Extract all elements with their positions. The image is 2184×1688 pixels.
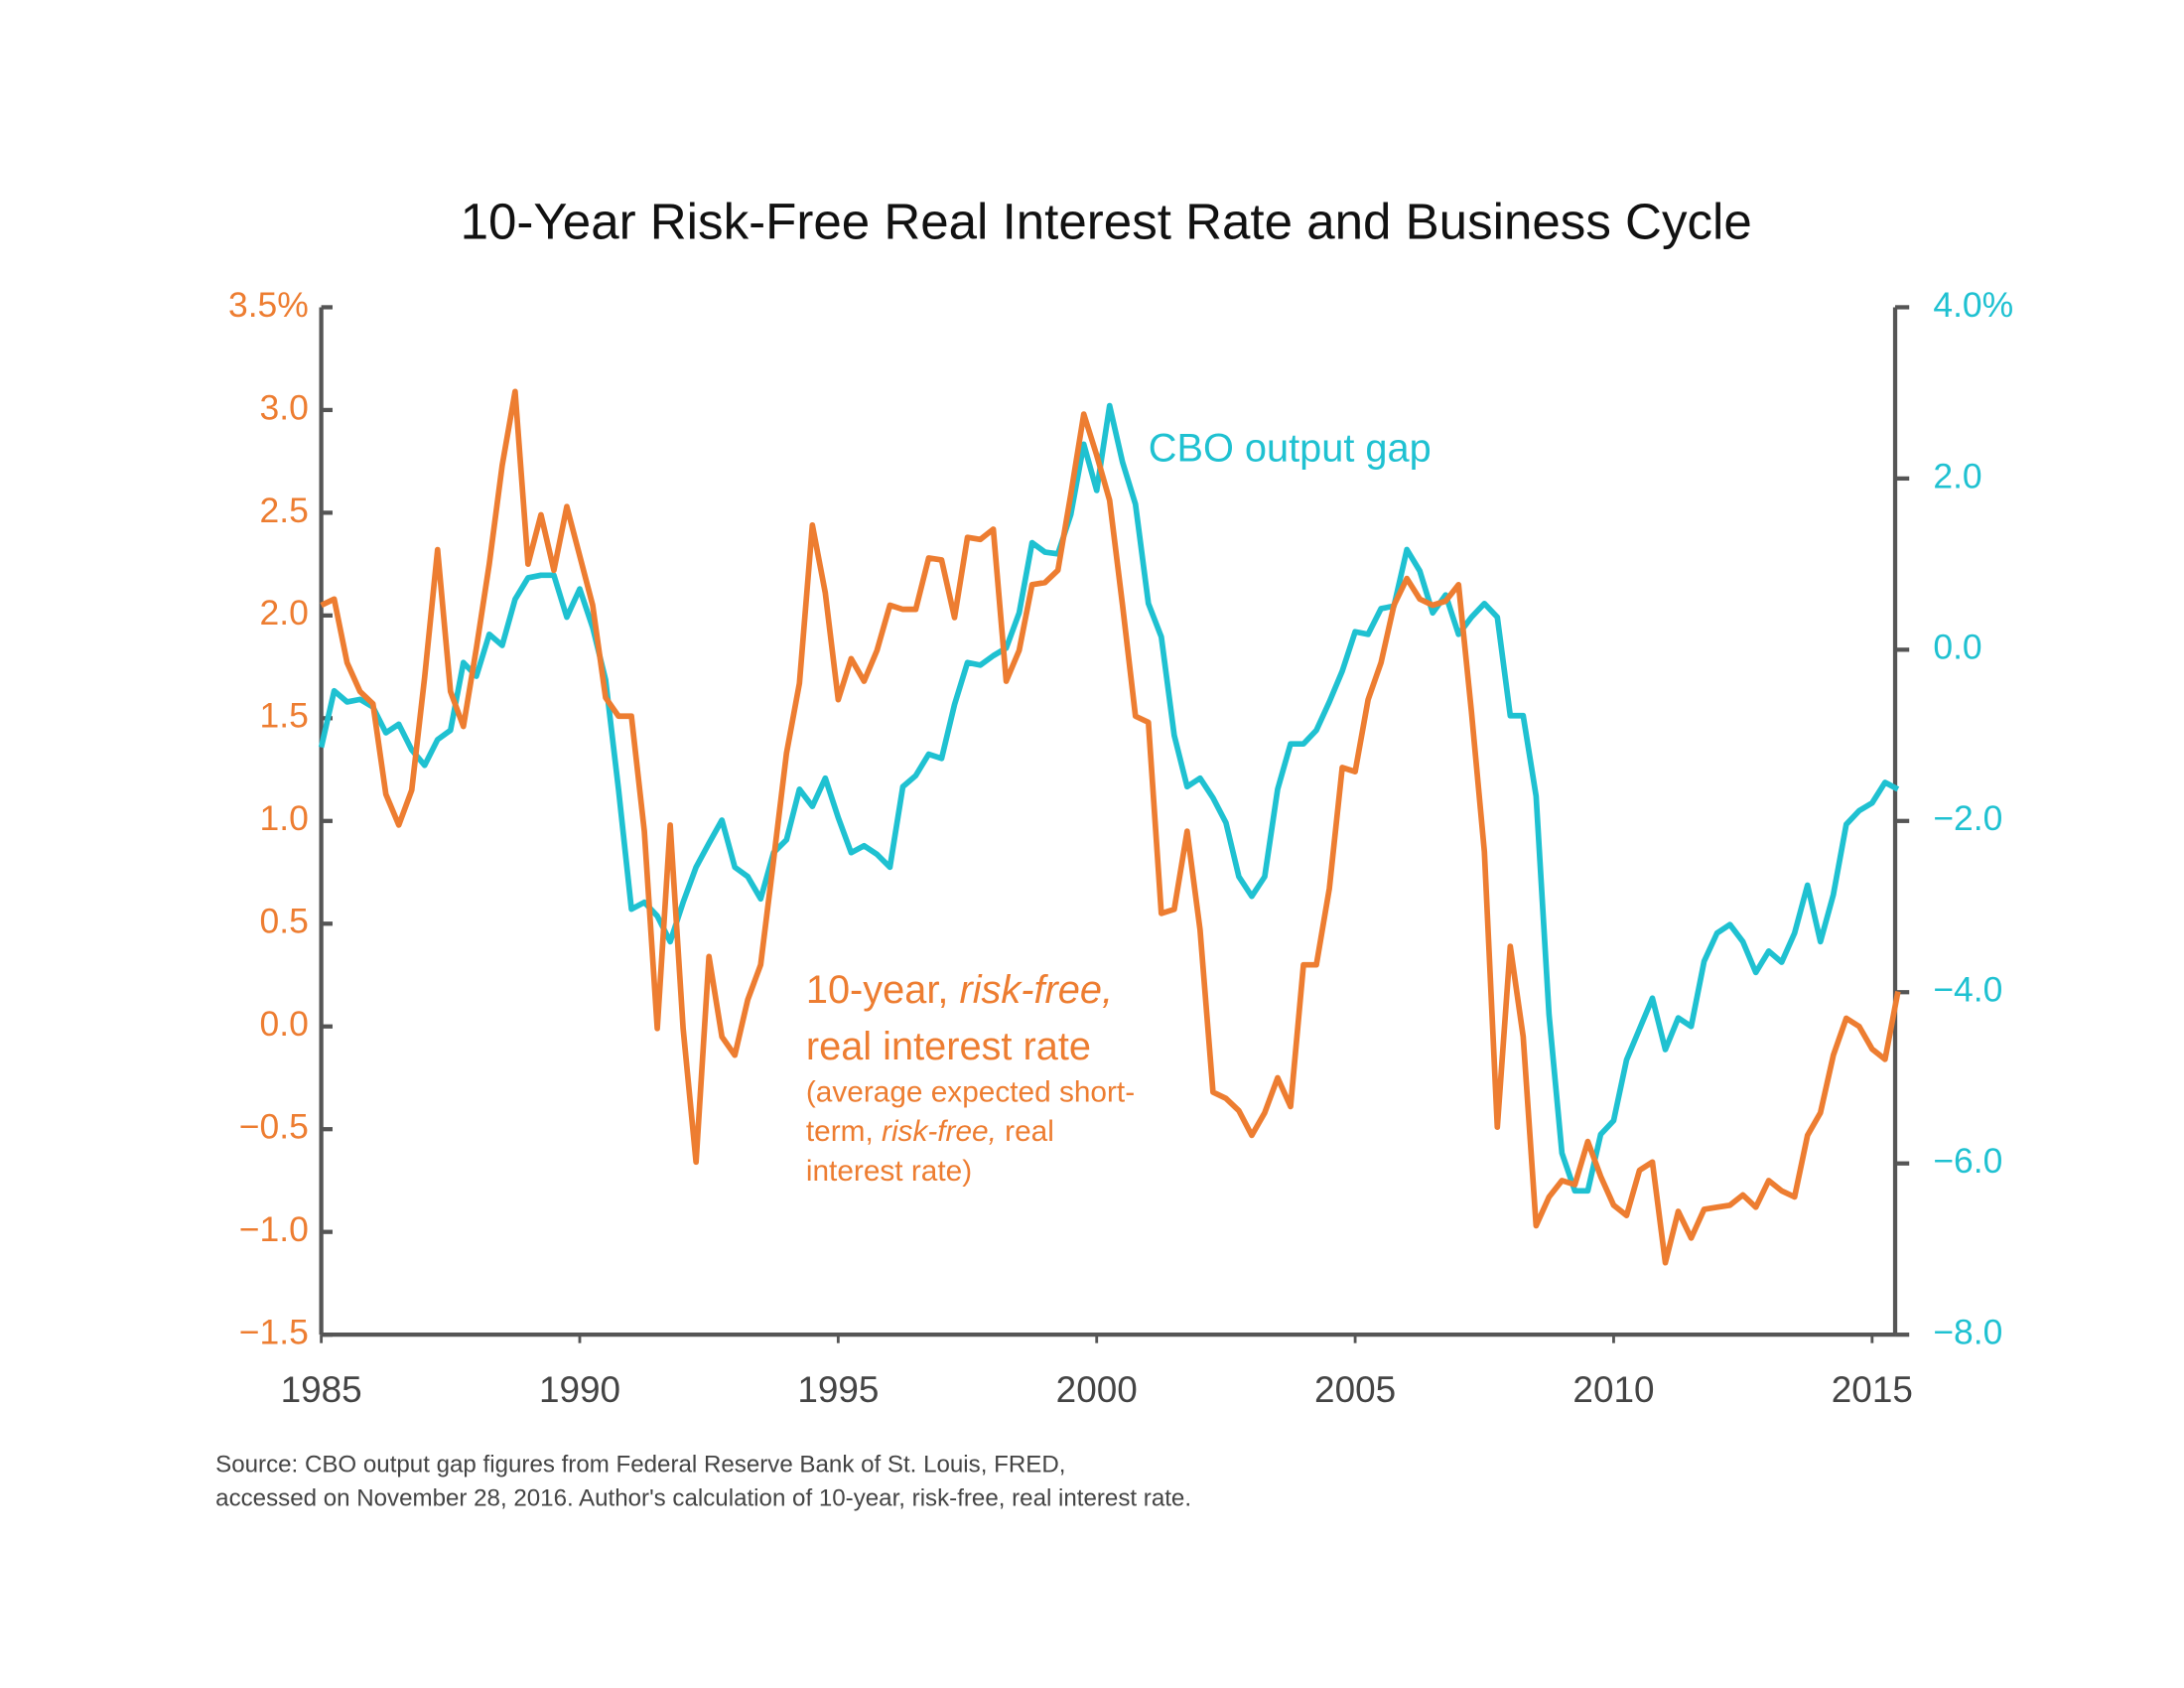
chart-title: 10-Year Risk-Free Real Interest Rate and…	[461, 194, 1752, 250]
y-tick-label: −0.5	[239, 1107, 309, 1147]
y-tick-label: 0.0	[260, 1004, 309, 1044]
x-tick-label: 2010	[1572, 1369, 1654, 1410]
annotation: real interest rate	[806, 1025, 1091, 1068]
x-tick-label: 2015	[1832, 1369, 1913, 1410]
source-note: Source: CBO output gap figures from Fede…	[215, 1452, 1065, 1478]
x-tick-label: 1985	[281, 1369, 362, 1410]
series-line	[320, 388, 1901, 1266]
y2-tick-label: 0.0	[1933, 628, 1981, 667]
annotation-part: real interest rate	[806, 1025, 1091, 1068]
annotation: interest rate)	[806, 1155, 972, 1188]
annotation-part: interest rate)	[806, 1155, 972, 1188]
y2-tick-label: 2.0	[1933, 456, 1981, 495]
y2-tick-label: −4.0	[1933, 970, 2002, 1010]
x-tick-label: 2000	[1056, 1369, 1138, 1410]
y-tick-label: −1.0	[239, 1209, 309, 1249]
x-tick-label: 1990	[539, 1369, 620, 1410]
y-tick-label: 1.5	[260, 696, 309, 736]
x-tick-label: 1995	[797, 1369, 879, 1410]
source-note: accessed on November 28, 2016. Author's …	[215, 1485, 1191, 1512]
x-tick-label: 2005	[1314, 1369, 1396, 1410]
y-tick-label: 3.0	[260, 387, 309, 427]
y2-tick-label: 4.0%	[1933, 285, 2013, 325]
annotation-part: term,	[806, 1115, 882, 1148]
series-line	[318, 402, 1900, 1195]
series-label: CBO output gap	[1149, 427, 1432, 471]
annotation-part: risk-free,	[882, 1115, 997, 1148]
y2-tick-label: −8.0	[1933, 1313, 2002, 1352]
y2-tick-label: −2.0	[1933, 798, 2002, 838]
annotation-part: real	[997, 1115, 1054, 1148]
annotation-part: 10-year,	[806, 968, 960, 1012]
annotation: term, risk-free, real	[806, 1115, 1054, 1148]
y-tick-label: 3.5%	[228, 285, 309, 325]
y-tick-label: 2.0	[260, 593, 309, 633]
y2-tick-label: −6.0	[1933, 1141, 2002, 1181]
annotation: (average expected short-	[806, 1075, 1135, 1108]
y-tick-label: −1.5	[239, 1313, 309, 1352]
y-tick-label: 0.5	[260, 902, 309, 941]
annotation-part: risk-free,	[959, 968, 1113, 1012]
y-tick-label: 2.5	[260, 491, 309, 530]
annotation-part: (average expected short-	[806, 1075, 1135, 1108]
y-tick-label: 1.0	[260, 798, 309, 838]
annotation: 10-year, risk-free,	[806, 968, 1113, 1012]
